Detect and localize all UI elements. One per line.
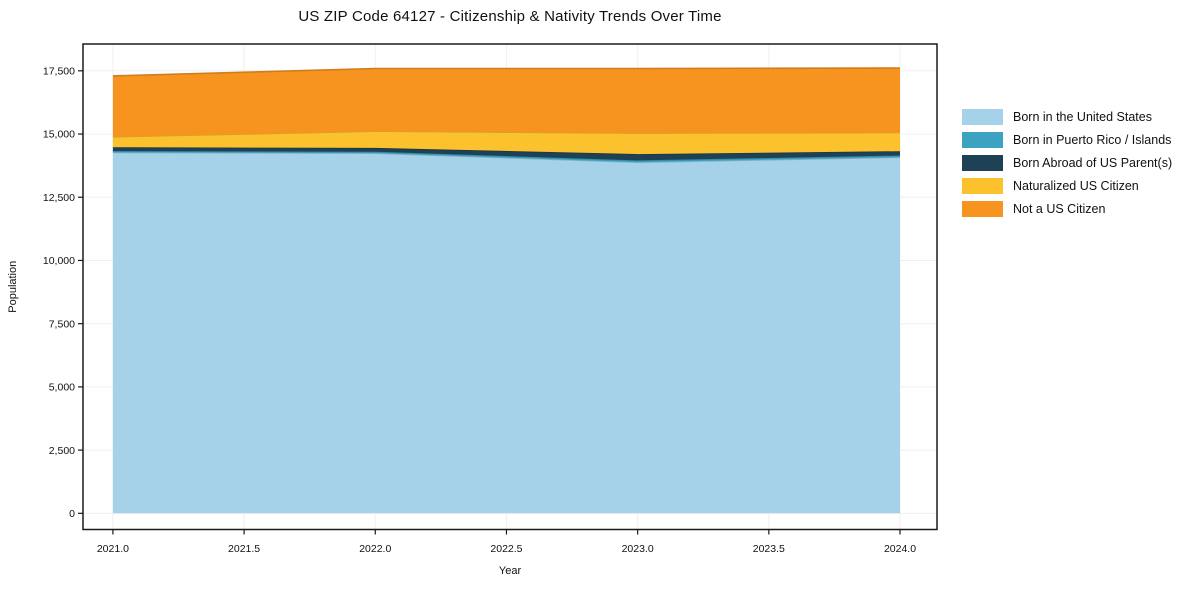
y-tick-label: 2,500 <box>49 445 75 457</box>
legend-item: Not a US Citizen <box>962 201 1172 217</box>
x-tick-label: 2022.5 <box>490 543 522 555</box>
y-tick-label: 10,000 <box>43 255 75 267</box>
legend-swatch-born-us <box>962 109 1003 125</box>
x-tick-label: 2021.5 <box>228 543 260 555</box>
legend-item: Naturalized US Citizen <box>962 178 1172 194</box>
x-tick-label: 2021.0 <box>97 543 129 555</box>
legend-swatch-born-abroad <box>962 155 1003 171</box>
area-band-0 <box>112 152 900 514</box>
area-band-2 <box>112 147 900 161</box>
chart-title: US ZIP Code 64127 - Citizenship & Nativi… <box>298 8 722 25</box>
legend: Born in the United States Born in Puerto… <box>962 109 1172 217</box>
legend-label: Not a US Citizen <box>1013 202 1106 216</box>
y-tick-label: 12,500 <box>43 192 75 204</box>
x-axis-label: Year <box>499 565 522 577</box>
area-edge-4 <box>112 67 901 77</box>
y-tick-label: 5,000 <box>49 382 75 394</box>
area-band-4 <box>112 68 900 137</box>
legend-swatch-not-citizen <box>962 201 1003 217</box>
legend-label: Born in the United States <box>1013 110 1152 124</box>
legend-label: Born Abroad of US Parent(s) <box>1013 156 1173 170</box>
plot-border <box>82 43 938 531</box>
x-tick-label: 2024.0 <box>884 543 916 555</box>
y-tick-label: 17,500 <box>43 66 75 78</box>
legend-swatch-naturalized <box>962 178 1003 194</box>
x-tick-label: 2022.0 <box>359 543 391 555</box>
y-axis-label: Population <box>7 261 19 313</box>
x-tick-label: 2023.5 <box>753 543 785 555</box>
legend-item: Born Abroad of US Parent(s) <box>962 155 1172 171</box>
y-tick-label: 0 <box>69 508 75 520</box>
legend-item: Born in Puerto Rico / Islands <box>962 132 1172 148</box>
legend-swatch-puerto-rico <box>962 132 1003 148</box>
y-tick-label: 15,000 <box>43 129 75 141</box>
legend-label: Born in Puerto Rico / Islands <box>1013 133 1172 147</box>
y-tick-label: 7,500 <box>49 318 75 330</box>
legend-label: Naturalized US Citizen <box>1013 179 1139 193</box>
x-tick-label: 2023.0 <box>622 543 654 555</box>
area-band-3 <box>112 131 900 155</box>
legend-item: Born in the United States <box>962 109 1172 125</box>
